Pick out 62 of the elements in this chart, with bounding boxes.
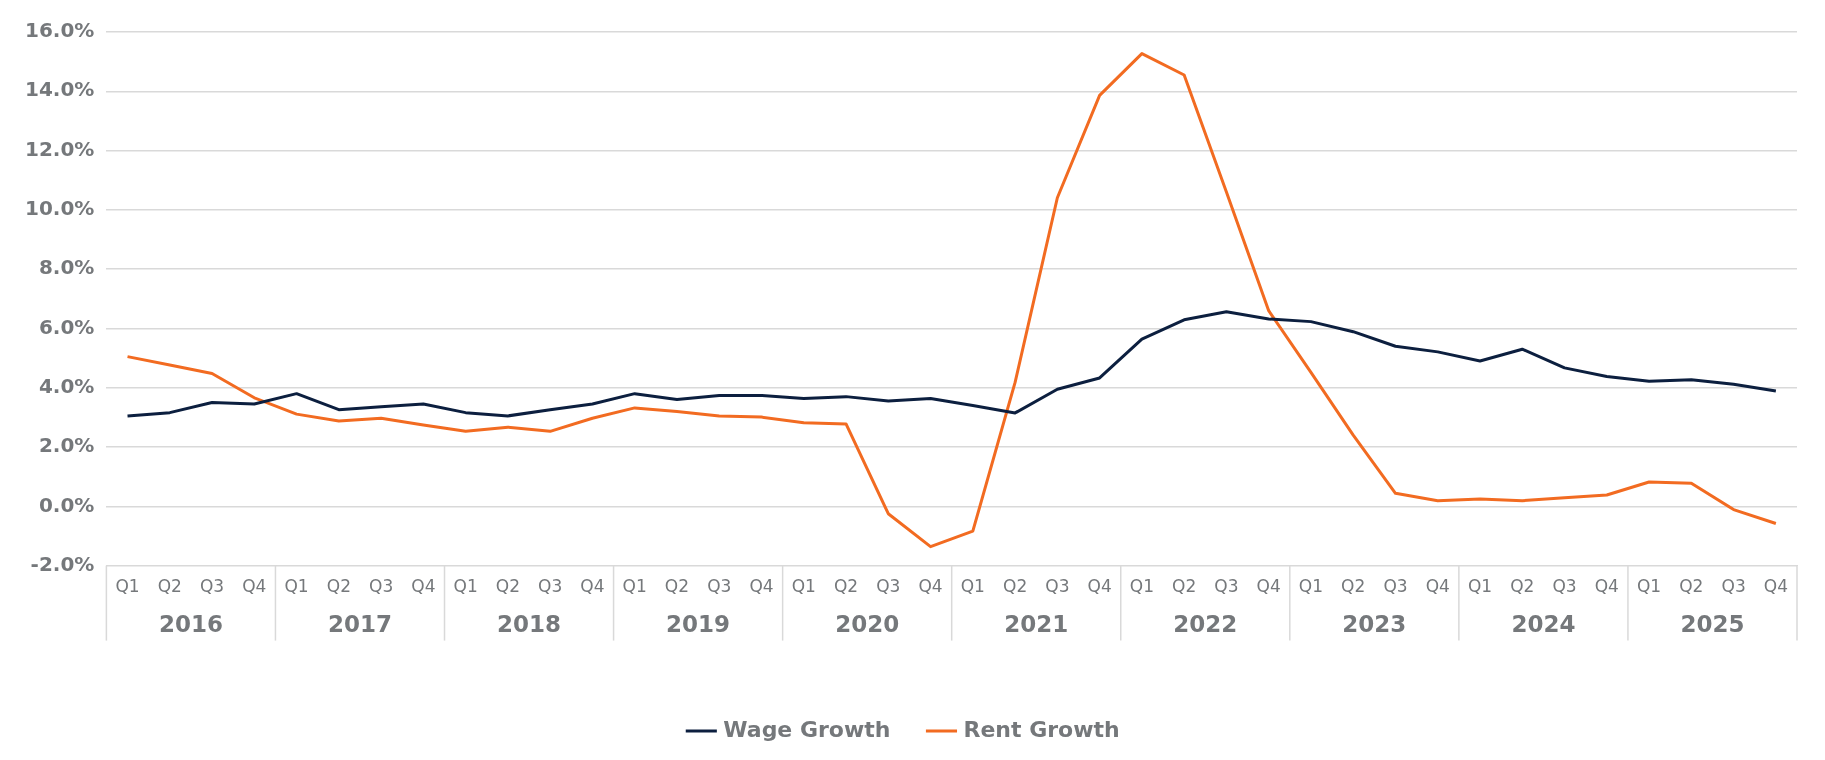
x-tick-label: Q4	[749, 576, 774, 597]
x-tick-label: Q3	[876, 576, 901, 597]
x-tick-label: Q1	[453, 576, 478, 597]
x-tick-label: Q3	[1552, 576, 1577, 597]
x-tick-label: Q2	[664, 576, 690, 597]
x-tick-label: Q4	[1763, 576, 1788, 597]
x-tick-label: Q4	[1087, 576, 1112, 597]
text: 2022	[1173, 610, 1238, 637]
x-tick-label: Q3	[1721, 576, 1746, 597]
x-tick-label: Q2	[495, 576, 521, 597]
x-tick-label: Q3	[538, 576, 563, 597]
y-tick-label: 14.0%	[24, 77, 95, 102]
x-tick-label: Q4	[411, 576, 436, 597]
x-tick-label: Q2	[1172, 576, 1197, 597]
y-tick-label: 12.0%	[24, 136, 95, 161]
y-tick-label: 4.0%	[38, 373, 95, 398]
y-tick-label: 10.0%	[24, 196, 95, 221]
x-tick-label: Q1	[1129, 576, 1154, 597]
x-tick-label: Q3	[1383, 576, 1408, 597]
x-tick-label: Q4	[918, 576, 943, 597]
y-tick-label: 0.0%	[38, 492, 95, 517]
x-tick-label: Q4	[580, 576, 605, 597]
y-tick-label: 2.0%	[38, 433, 95, 458]
x-tick-label: Q1	[622, 576, 647, 597]
x-tick-label: Q4	[1594, 576, 1619, 597]
x-tick-label: Q2	[1002, 576, 1028, 597]
x-tick-label: Q1	[115, 576, 140, 597]
x-tick-label: Q4	[1425, 576, 1450, 597]
legend-label: Wage Growth	[723, 716, 891, 742]
y-tick-label: 8.0%	[38, 255, 95, 280]
x-tick-label: Q1	[1298, 576, 1324, 597]
text: 2017	[327, 610, 392, 637]
x-tick-label: Q1	[1467, 576, 1493, 597]
y-tick-label: 6.0%	[38, 314, 95, 339]
text: 2019	[666, 610, 731, 637]
x-tick-label: Q4	[1256, 576, 1281, 597]
x-tick-label: Q3	[369, 576, 394, 597]
x-tick-label: Q2	[1341, 576, 1366, 597]
y-tick-label: 16.0%	[24, 18, 95, 43]
x-tick-label: Q3	[707, 576, 732, 597]
text: 2016	[158, 610, 223, 637]
text: 2024	[1511, 610, 1576, 637]
x-tick-label: Q1	[791, 576, 816, 597]
x-tick-label: Q2	[1679, 576, 1704, 597]
x-tick-label: Q2	[157, 576, 182, 597]
x-tick-label: Q3	[1045, 576, 1070, 597]
x-tick-label: Q2	[326, 576, 351, 597]
text: 2021	[1004, 610, 1069, 637]
x-tick-label: Q4	[242, 576, 267, 597]
y-tick-label: -2.0%	[30, 551, 95, 576]
text: 2025	[1680, 610, 1745, 637]
x-tick-label: Q2	[1510, 576, 1535, 597]
x-tick-label: Q1	[960, 576, 985, 597]
text: 2018	[497, 610, 562, 637]
x-tick-label: Q2	[833, 576, 859, 597]
text: 2020	[835, 610, 900, 637]
x-tick-label: Q1	[1636, 576, 1662, 597]
x-tick-label: Q3	[1214, 576, 1239, 597]
text: 2023	[1342, 610, 1407, 637]
legend-label: Rent Growth	[963, 716, 1120, 742]
x-tick-label: Q1	[284, 576, 309, 597]
x-tick-label: Q3	[199, 576, 225, 597]
